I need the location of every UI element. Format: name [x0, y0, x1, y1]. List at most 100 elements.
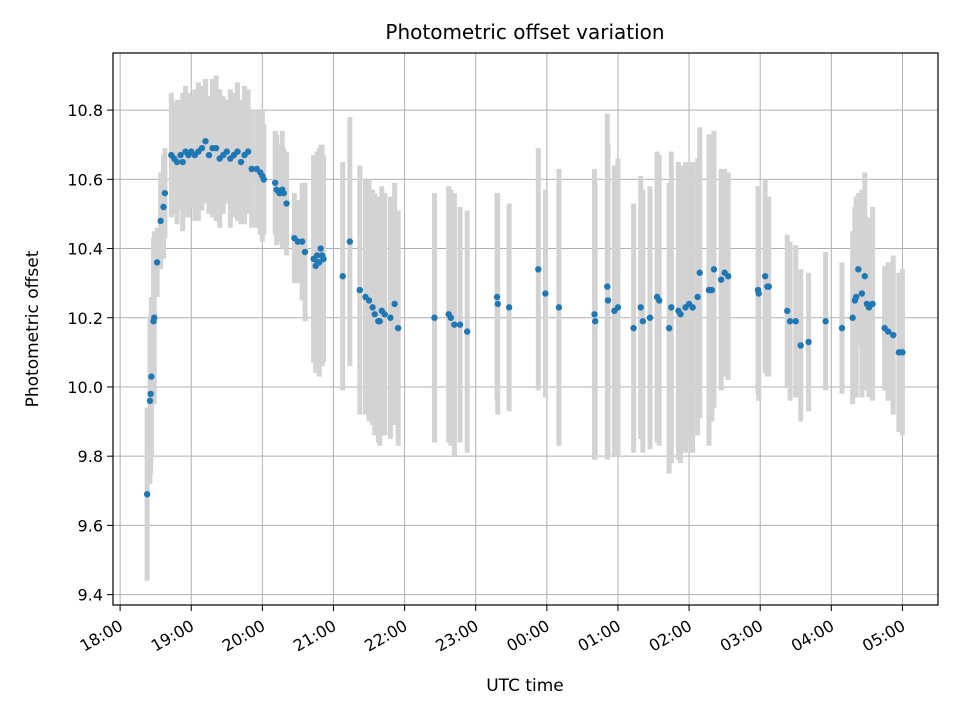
- data-point: [320, 255, 327, 263]
- data-point: [535, 266, 542, 273]
- data-point: [179, 158, 186, 166]
- data-point: [755, 290, 762, 297]
- y-tick-label: 9.6: [78, 516, 103, 535]
- data-point: [313, 252, 321, 259]
- data-point: [205, 151, 213, 159]
- data-point: [858, 290, 866, 297]
- data-point: [542, 290, 549, 297]
- data-point: [161, 189, 169, 197]
- data-point: [838, 324, 846, 332]
- data-point: [869, 300, 876, 308]
- data-point: [317, 245, 324, 252]
- data-point: [885, 328, 892, 335]
- data-point: [365, 297, 373, 304]
- data-point: [637, 304, 644, 311]
- data-point: [855, 266, 862, 273]
- data-point: [283, 200, 290, 207]
- y-axis-label: Photometric offset: [23, 250, 43, 407]
- x-tick-label: 18:00: [77, 616, 126, 656]
- x-tick-label: 22:00: [361, 616, 410, 656]
- data-point: [394, 324, 402, 332]
- data-point: [160, 203, 167, 211]
- data-point: [339, 273, 346, 280]
- data-point: [143, 491, 151, 498]
- data-point: [696, 269, 703, 276]
- data-point: [248, 165, 255, 173]
- data-point: [260, 176, 267, 183]
- data-point: [604, 283, 611, 290]
- x-axis-label: UTC time: [486, 676, 564, 696]
- x-tick-label: 20:00: [219, 616, 268, 656]
- x-tick-label: 02:00: [646, 616, 695, 656]
- data-point: [861, 273, 868, 280]
- plot-frame: [112, 52, 939, 606]
- data-point: [689, 304, 696, 311]
- data-point: [316, 259, 323, 266]
- chart-title: Photometric offset variation: [385, 20, 664, 44]
- data-point: [151, 314, 158, 321]
- data-point: [591, 318, 599, 325]
- data-point: [451, 321, 458, 328]
- data-point: [369, 304, 376, 311]
- data-point: [234, 148, 241, 155]
- data-point: [223, 148, 230, 155]
- y-tick-label: 9.4: [78, 586, 103, 605]
- data-point: [797, 342, 804, 349]
- x-axis: 18:00 19:00 20:00 21:00 22:00 23:00 00:00 01:00…: [77, 605, 908, 656]
- y-tick-label: 10.4: [67, 240, 103, 259]
- data-point: [604, 297, 612, 304]
- data-point: [147, 390, 154, 398]
- y-tick-label: 10.8: [67, 101, 103, 120]
- data-point: [694, 293, 701, 301]
- y-axis: 9.4 9.6 9.8 10.0 10.2 10.4 10.6 10.8: [67, 101, 113, 605]
- data-point: [646, 314, 654, 321]
- y-tick-label: 9.8: [78, 447, 103, 466]
- data-point: [665, 324, 673, 332]
- data-point: [493, 293, 501, 301]
- data-point: [387, 314, 394, 321]
- y-tick-label: 10.0: [67, 378, 103, 397]
- data-point: [591, 311, 598, 318]
- data-point: [202, 138, 209, 145]
- data-point: [668, 304, 675, 311]
- data-points: [143, 138, 906, 498]
- data-point: [346, 238, 354, 245]
- data-point: [431, 314, 438, 321]
- data-point: [630, 324, 637, 332]
- data-point: [765, 283, 772, 290]
- data-point: [381, 311, 388, 318]
- data-point: [244, 148, 252, 155]
- data-point: [708, 286, 716, 294]
- data-point: [271, 179, 279, 186]
- data-point: [805, 338, 812, 346]
- x-tick-label: 23:00: [432, 616, 481, 656]
- data-point: [889, 331, 897, 339]
- data-point: [639, 318, 647, 325]
- data-point: [849, 314, 856, 321]
- data-point: [899, 349, 906, 356]
- x-tick-label: 04:00: [788, 616, 837, 656]
- data-point: [494, 300, 501, 308]
- data-point: [237, 158, 245, 166]
- data-point: [761, 273, 769, 280]
- data-point: [792, 318, 799, 325]
- data-point: [148, 373, 155, 380]
- x-tick-label: 19:00: [148, 616, 197, 656]
- data-point: [822, 318, 829, 325]
- x-tick-label: 03:00: [717, 616, 766, 656]
- data-point: [391, 300, 398, 308]
- data-point: [301, 248, 309, 256]
- data-point: [198, 144, 206, 152]
- x-tick-label: 00:00: [503, 616, 552, 656]
- data-point: [677, 311, 684, 318]
- data-point: [298, 238, 306, 245]
- data-point: [724, 273, 732, 280]
- data-point: [614, 304, 622, 311]
- y-tick-label: 10.6: [67, 170, 103, 189]
- data-point: [463, 328, 471, 335]
- data-point: [157, 217, 164, 225]
- data-point: [447, 314, 455, 321]
- data-point: [371, 311, 378, 318]
- y-tick-label: 10.2: [67, 309, 103, 328]
